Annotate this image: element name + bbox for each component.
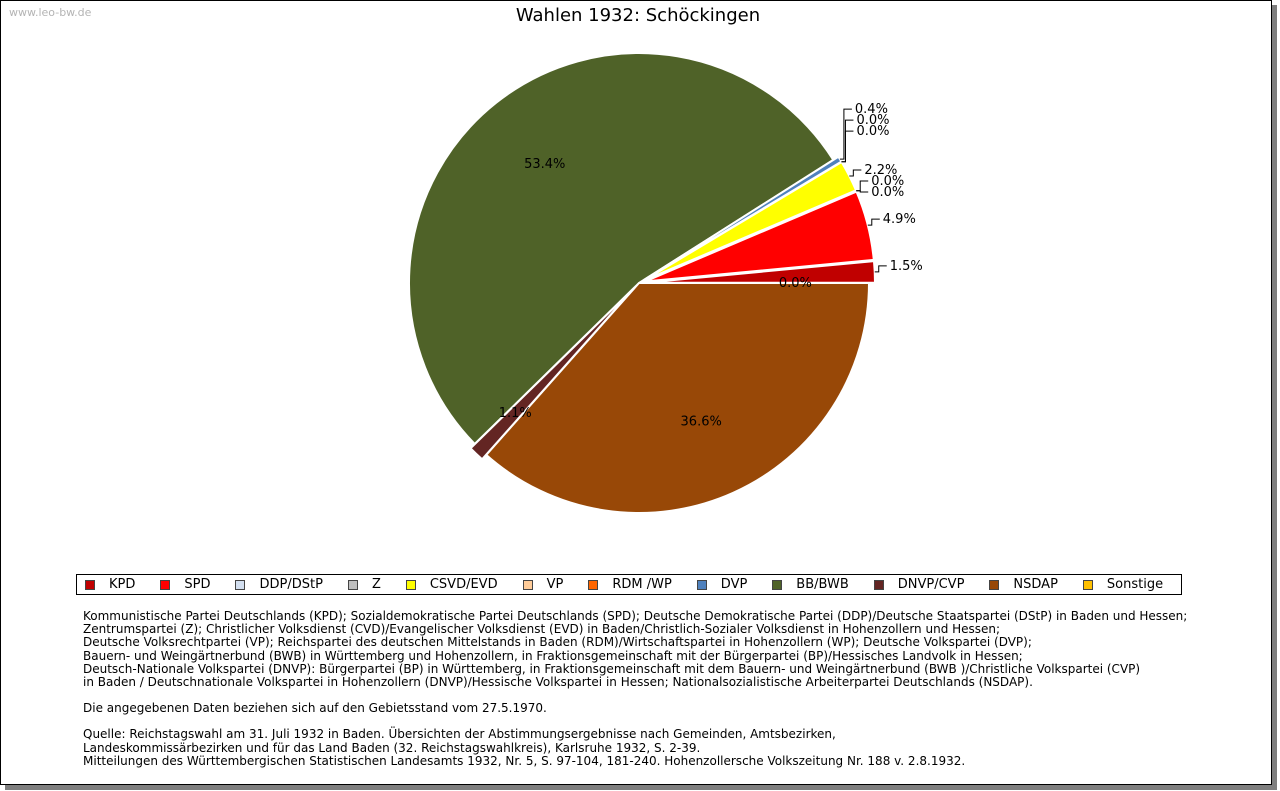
pie-slice-bb-bwb <box>408 52 835 446</box>
legend-swatch <box>405 579 416 590</box>
legend-swatch <box>696 579 707 590</box>
party-line: Bauern- und Weingärtnerbund (BWB) in Wür… <box>83 648 1023 663</box>
legend-swatch <box>772 579 783 590</box>
legend-item: DNVP/CVP <box>873 577 965 592</box>
legend-label: BB/BWB <box>796 577 849 592</box>
notes: Kommunistische Partei Deutschlands (KPD)… <box>83 609 1233 768</box>
data-label: 0.0% <box>871 174 904 189</box>
source-line: Landeskommissärbezirken und für das Land… <box>83 740 701 755</box>
pie-slice-dnvp-cvp <box>469 286 636 461</box>
data-label: 1.5% <box>890 259 923 274</box>
data-label: 0.4% <box>855 102 888 117</box>
legend-label: DVP <box>720 577 748 592</box>
legend-item: DVP <box>696 577 748 592</box>
leader-line <box>867 218 880 226</box>
legend-label: NSDAP <box>1013 577 1058 592</box>
chart-title: Wahlen 1932: Schöckingen <box>515 5 761 26</box>
pie-chart: 53.4%1.1%36.6%0.0%0.4%0.0%0.0%2.2%0.0%0.… <box>408 52 923 514</box>
legend-item: BB/BWB <box>772 577 849 592</box>
party-line: Zentrumspartei (Z); Christlicher Volksdi… <box>83 622 1001 637</box>
legend-label: SPD <box>184 577 211 592</box>
data-label: 2.2% <box>864 163 897 178</box>
legend-item: RDM /WP <box>588 577 672 592</box>
leader-line <box>849 169 862 177</box>
data-label: 1.1% <box>499 406 532 421</box>
legend-item: NSDAP <box>989 577 1058 592</box>
legend-swatch <box>522 579 533 590</box>
legend-swatch <box>873 579 884 590</box>
leader-line <box>856 180 869 192</box>
data-label: 0.0% <box>779 276 812 291</box>
legend-label: VP <box>546 577 564 592</box>
legend-label: RDM /WP <box>612 577 672 592</box>
legend-label: Z <box>371 577 381 592</box>
legend-swatch <box>989 579 1000 590</box>
legend-swatch <box>160 579 171 590</box>
leader-line <box>839 108 852 160</box>
legend-item: Sonstige <box>1082 577 1164 592</box>
data-label: 36.6% <box>681 414 722 429</box>
legend-label: CSVD/EVD <box>429 577 498 592</box>
legend: KPD SPD DDP/DStP Z CSVD/EVD VP RDM /WP DVP BB/BW… <box>76 574 1182 595</box>
leader-line <box>856 190 869 193</box>
legend-swatch <box>85 579 95 590</box>
legend-item: CSVD/EVD <box>405 577 498 592</box>
leader-line <box>841 130 854 163</box>
party-line: Kommunistische Partei Deutschlands (KPD)… <box>83 609 1188 623</box>
party-line: in Baden / Deutschnationale Volkspartei … <box>83 675 1033 690</box>
territory-note: Die angegebenen Daten beziehen sich auf … <box>83 701 547 716</box>
pie-slice-nsdap <box>484 282 871 514</box>
legend-swatch <box>235 579 246 590</box>
leader-line <box>874 265 887 273</box>
source-line: Quelle: Reichstagswahl am 31. Juli 1932 … <box>83 727 836 742</box>
legend-item: DDP/DStP <box>235 577 323 592</box>
legend-swatch <box>1082 579 1093 590</box>
legend-label: DNVP/CVP <box>897 577 965 592</box>
legend-swatch <box>347 579 358 590</box>
party-line: Deutsche Volksrechtpartei (VP); Reichspa… <box>83 635 1032 650</box>
data-label: 0.0% <box>856 124 889 139</box>
watermark: www.leo-bw.de <box>9 6 92 19</box>
legend-swatch <box>588 579 599 590</box>
legend-label: KPD <box>109 577 136 592</box>
data-label: 4.9% <box>883 212 916 227</box>
legend-label: Sonstige <box>1106 577 1164 592</box>
legend-item: VP <box>522 577 564 592</box>
source-line: Mitteilungen des Württembergischen Stati… <box>83 753 966 768</box>
legend-item: KPD <box>85 577 135 592</box>
leader-line <box>841 119 854 163</box>
legend-item: SPD <box>160 577 210 592</box>
data-label: 0.0% <box>871 185 904 200</box>
data-label: 53.4% <box>524 157 565 172</box>
legend-item: Z <box>347 577 381 592</box>
data-label: 0.0% <box>856 113 889 128</box>
party-line: Deutsch-Nationale Volkspartei (DNVP): Bü… <box>83 661 1141 676</box>
legend-label: DDP/DStP <box>259 577 323 592</box>
